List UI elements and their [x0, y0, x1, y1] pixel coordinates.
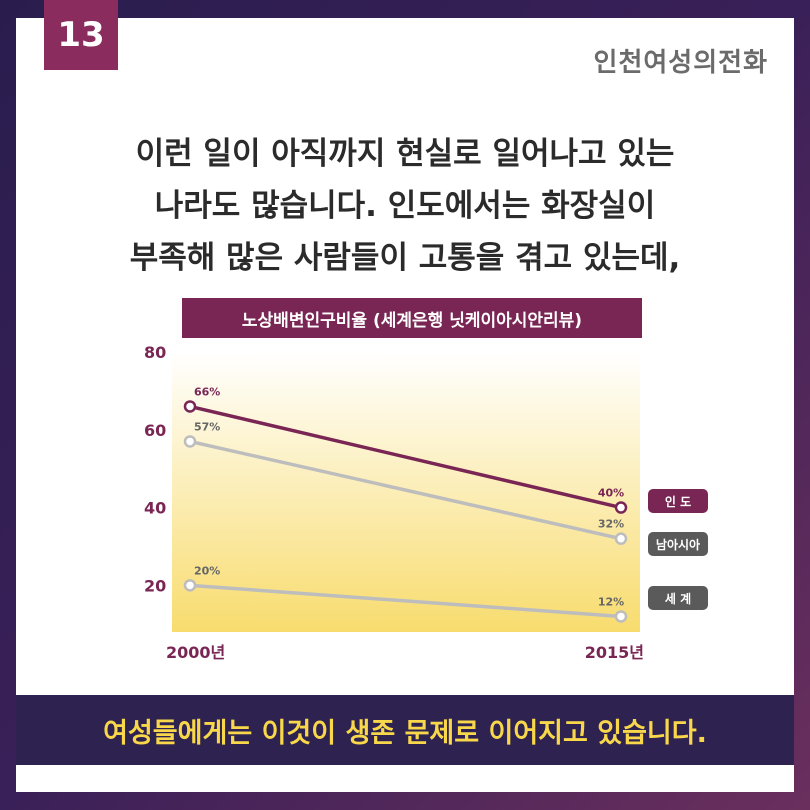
- headline-line-2: 나라도 많습니다. 인도에서는 화장실이: [154, 188, 656, 224]
- data-point: [183, 435, 197, 448]
- series-line: [189, 404, 622, 510]
- data-label: 66%: [194, 385, 220, 398]
- headline: 이런 일이 아직까지 현실로 일어나고 있는 나라도 많습니다. 인도에서는 화…: [16, 128, 794, 284]
- data-point: [614, 610, 628, 623]
- data-label: 20%: [194, 564, 220, 577]
- y-tick-label: 20: [144, 576, 166, 595]
- legend-label: 세 계: [665, 591, 691, 606]
- data-point: [614, 501, 628, 514]
- content-card: 인천여성의전화 이런 일이 아직까지 현실로 일어나고 있는 나라도 많습니다.…: [16, 18, 794, 792]
- y-tick-label: 60: [144, 421, 166, 440]
- data-label: 57%: [194, 420, 220, 433]
- data-label: 40%: [598, 487, 624, 500]
- series-line: [189, 583, 622, 619]
- legend-label: 남아시아: [656, 537, 700, 552]
- legend-pill: [648, 586, 708, 610]
- x-tick-label: 2015년: [585, 643, 644, 662]
- headline-line-3: 부족해 많은 사람들이 고통을 겪고 있는데,: [129, 240, 681, 276]
- legend-label: 인 도: [665, 494, 691, 509]
- page-number-badge: 13: [44, 0, 118, 70]
- data-label: 32%: [598, 518, 624, 531]
- chart-title: 노상배변인구비율 (세계은행 닛케이아시안리뷰): [182, 298, 642, 338]
- data-point: [614, 532, 628, 545]
- x-tick-label: 2000년: [166, 643, 225, 662]
- data-point: [183, 579, 197, 592]
- series-line: [189, 439, 622, 541]
- y-tick-label: 40: [144, 499, 166, 518]
- data-label: 12%: [598, 595, 624, 608]
- brand-logo: 인천여성의전화: [593, 48, 768, 78]
- legend-pill: [648, 532, 708, 556]
- y-tick-label: 80: [144, 343, 166, 362]
- headline-line-1: 이런 일이 아직까지 현실로 일어나고 있는: [135, 136, 675, 172]
- line-chart: 20 40 60 80 2000년 2015년 20% 12% 57% 32% 66% 40% 인 도남…: [144, 343, 708, 662]
- footer-banner: 여성들에게는 이것이 생존 문제로 이어지고 있습니다.: [16, 695, 794, 765]
- data-point: [183, 400, 197, 413]
- legend-pill: [648, 489, 708, 513]
